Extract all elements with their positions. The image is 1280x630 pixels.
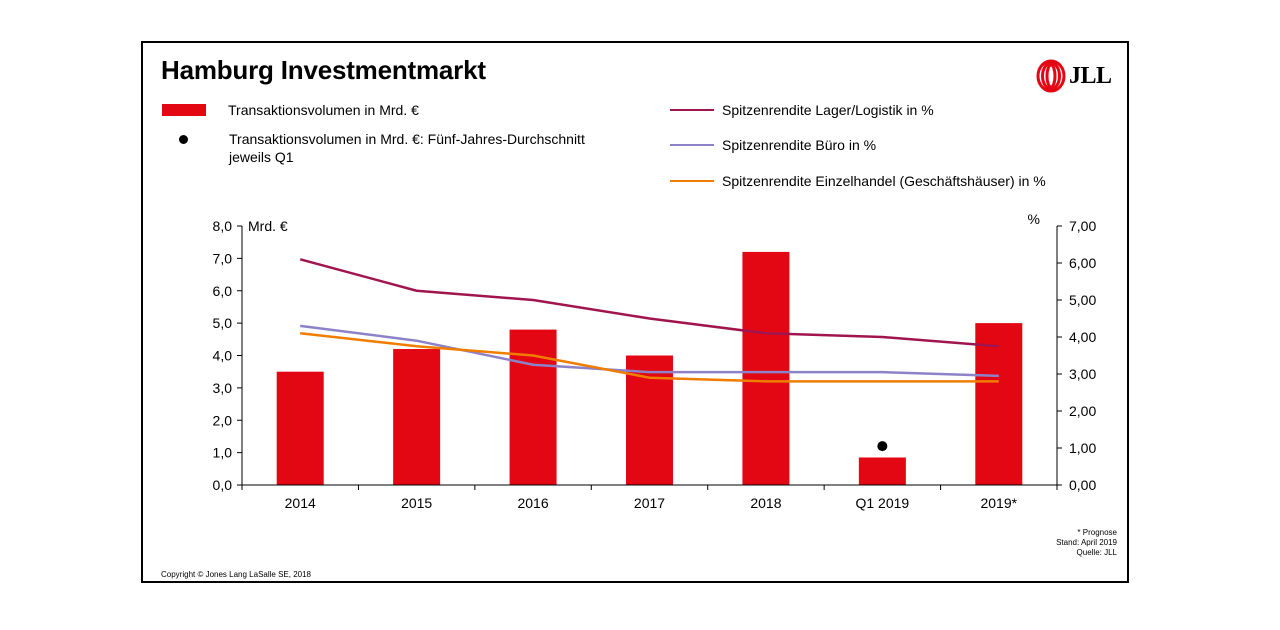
y-left-tick-label: 3,0 (213, 380, 233, 396)
y-right-tick-label: 4,00 (1069, 329, 1096, 345)
legend-swatch-line (670, 144, 714, 146)
dot-fuenf-jahres-durchschnitt (877, 441, 888, 452)
legend-item-einzelhandel: Spitzenrendite Einzelhandel (Geschäftshä… (670, 172, 1046, 190)
y-left-axis-label: Mrd. € (248, 218, 288, 234)
jll-logo-text: JLL (1069, 62, 1112, 89)
y-right-tick-label: 5,00 (1069, 292, 1096, 308)
x-tick-label: 2016 (517, 495, 548, 511)
y-left-tick-label: 5,0 (213, 315, 233, 331)
chart-title: Hamburg Investmentmarkt (161, 55, 486, 85)
legend-label: Transaktionsvolumen in Mrd. € (228, 102, 419, 118)
y-left-tick-label: 0,0 (213, 477, 233, 493)
chart-frame: Hamburg Investmentmarkt JLL Transaktions… (141, 41, 1129, 583)
bar-2015 (393, 349, 441, 485)
bar-2014 (276, 371, 324, 485)
y-right-tick-label: 2,00 (1069, 403, 1096, 419)
x-tick-label: 2015 (401, 495, 432, 511)
y-left-tick-label: 7,0 (213, 250, 233, 266)
bar-q1-2019 (858, 457, 906, 485)
x-tick-label: 2018 (750, 495, 781, 511)
x-tick-label: 2014 (285, 495, 316, 511)
line-buero (300, 324, 999, 378)
x-tick-label: 2019* (980, 495, 1017, 511)
note-stand: Stand: April 2019 (1056, 538, 1117, 547)
legend-label: Spitzenrendite Lager/Logistik in % (722, 102, 934, 118)
note-prognose: * Prognose (1077, 528, 1117, 537)
legend-swatch-bar (162, 104, 206, 116)
legend-item-transaktionsvolumen: Transaktionsvolumen in Mrd. € (162, 101, 419, 119)
jll-logo: JLL (1036, 59, 1112, 93)
y-right-tick-label: 1,00 (1069, 440, 1096, 456)
legend-label: Spitzenrendite Einzelhandel (Geschäftshä… (722, 173, 1046, 189)
bar-2016 (509, 329, 557, 485)
y-left-tick-label: 4,0 (213, 348, 233, 364)
copyright: Copyright © Jones Lang LaSalle SE, 2018 (161, 570, 311, 579)
bar-2018 (742, 251, 790, 485)
legend-label: Transaktionsvolumen in Mrd. €: Fünf-Jahr… (229, 131, 585, 165)
legend-swatch-dot (179, 135, 188, 144)
y-right-tick-label: 7,00 (1069, 218, 1096, 234)
legend-label: Spitzenrendite Büro in % (722, 137, 877, 153)
y-left-tick-label: 1,0 (213, 445, 233, 461)
y-left-tick-label: 8,0 (213, 218, 233, 234)
legend-item-durchschnitt: Transaktionsvolumen in Mrd. €: Fünf-Jahr… (162, 130, 585, 166)
x-tick-label: 2017 (634, 495, 665, 511)
line-lager-logistik (299, 258, 999, 348)
legend-item-lager: Spitzenrendite Lager/Logistik in % (670, 101, 934, 119)
legend-swatch-line (670, 109, 714, 111)
footnotes: * Prognose Stand: April 2019 Quelle: JLL (1056, 528, 1117, 558)
legend-item-buero: Spitzenrendite Büro in % (670, 136, 876, 154)
y-right-tick-label: 6,00 (1069, 255, 1096, 271)
y-left-tick-label: 2,0 (213, 412, 233, 428)
note-quelle: Quelle: JLL (1076, 548, 1117, 557)
bar-2019- (975, 323, 1023, 485)
legend-swatch-line (670, 180, 714, 182)
jll-logo-mark-icon (1036, 59, 1066, 93)
line-einzelhandel (300, 332, 999, 383)
y-right-tick-label: 3,00 (1069, 366, 1096, 382)
x-tick-label: Q1 2019 (855, 495, 909, 511)
y-left-tick-label: 6,0 (213, 283, 233, 299)
y-right-tick-label: 0,00 (1069, 477, 1096, 493)
y-right-axis-label: % (1028, 211, 1040, 227)
